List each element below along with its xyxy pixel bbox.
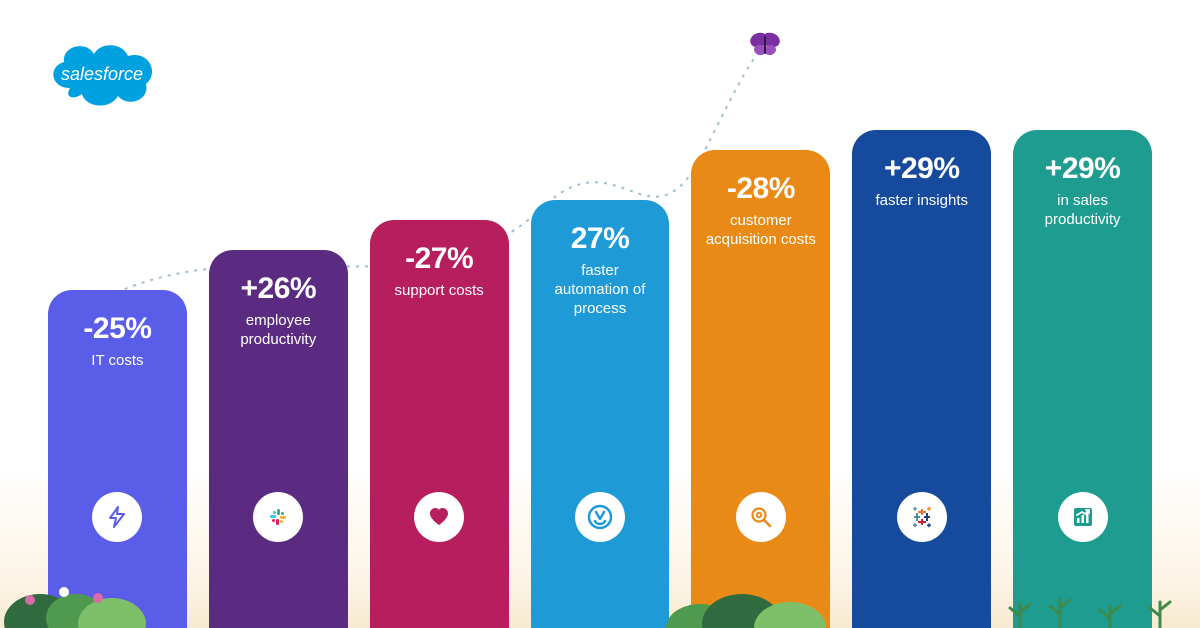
bar-label: faster automation of process (543, 262, 658, 318)
bar-value: +29% (884, 152, 960, 186)
bar-label: IT costs (91, 352, 143, 371)
slack-icon (253, 492, 303, 542)
bar-chart: -25% IT costs +26% employee productivity -2… (48, 48, 1152, 628)
bar-value: +26% (241, 272, 317, 306)
bar-value: -28% (727, 172, 795, 206)
mulesoft-icon (575, 492, 625, 542)
bar-label: faster insights (875, 192, 968, 211)
infographic-stage: salesforce -25%IT costs+26%employee prod… (0, 0, 1200, 628)
heart-icon (414, 492, 464, 542)
magnify-icon (736, 492, 786, 542)
bar-label: customer acquisition costs (703, 212, 818, 250)
tableau-icon (897, 492, 947, 542)
bar-value: -27% (405, 242, 473, 276)
foliage-decoration (0, 552, 1200, 628)
lightning-icon (92, 492, 142, 542)
bar-value: 27% (571, 222, 630, 256)
bar-label: employee productivity (221, 312, 336, 350)
bar-label: in sales productivity (1025, 192, 1140, 230)
bar-value: -25% (83, 312, 151, 346)
bar-label: support costs (395, 282, 484, 301)
bar-value: +29% (1045, 152, 1121, 186)
trend-icon (1058, 492, 1108, 542)
